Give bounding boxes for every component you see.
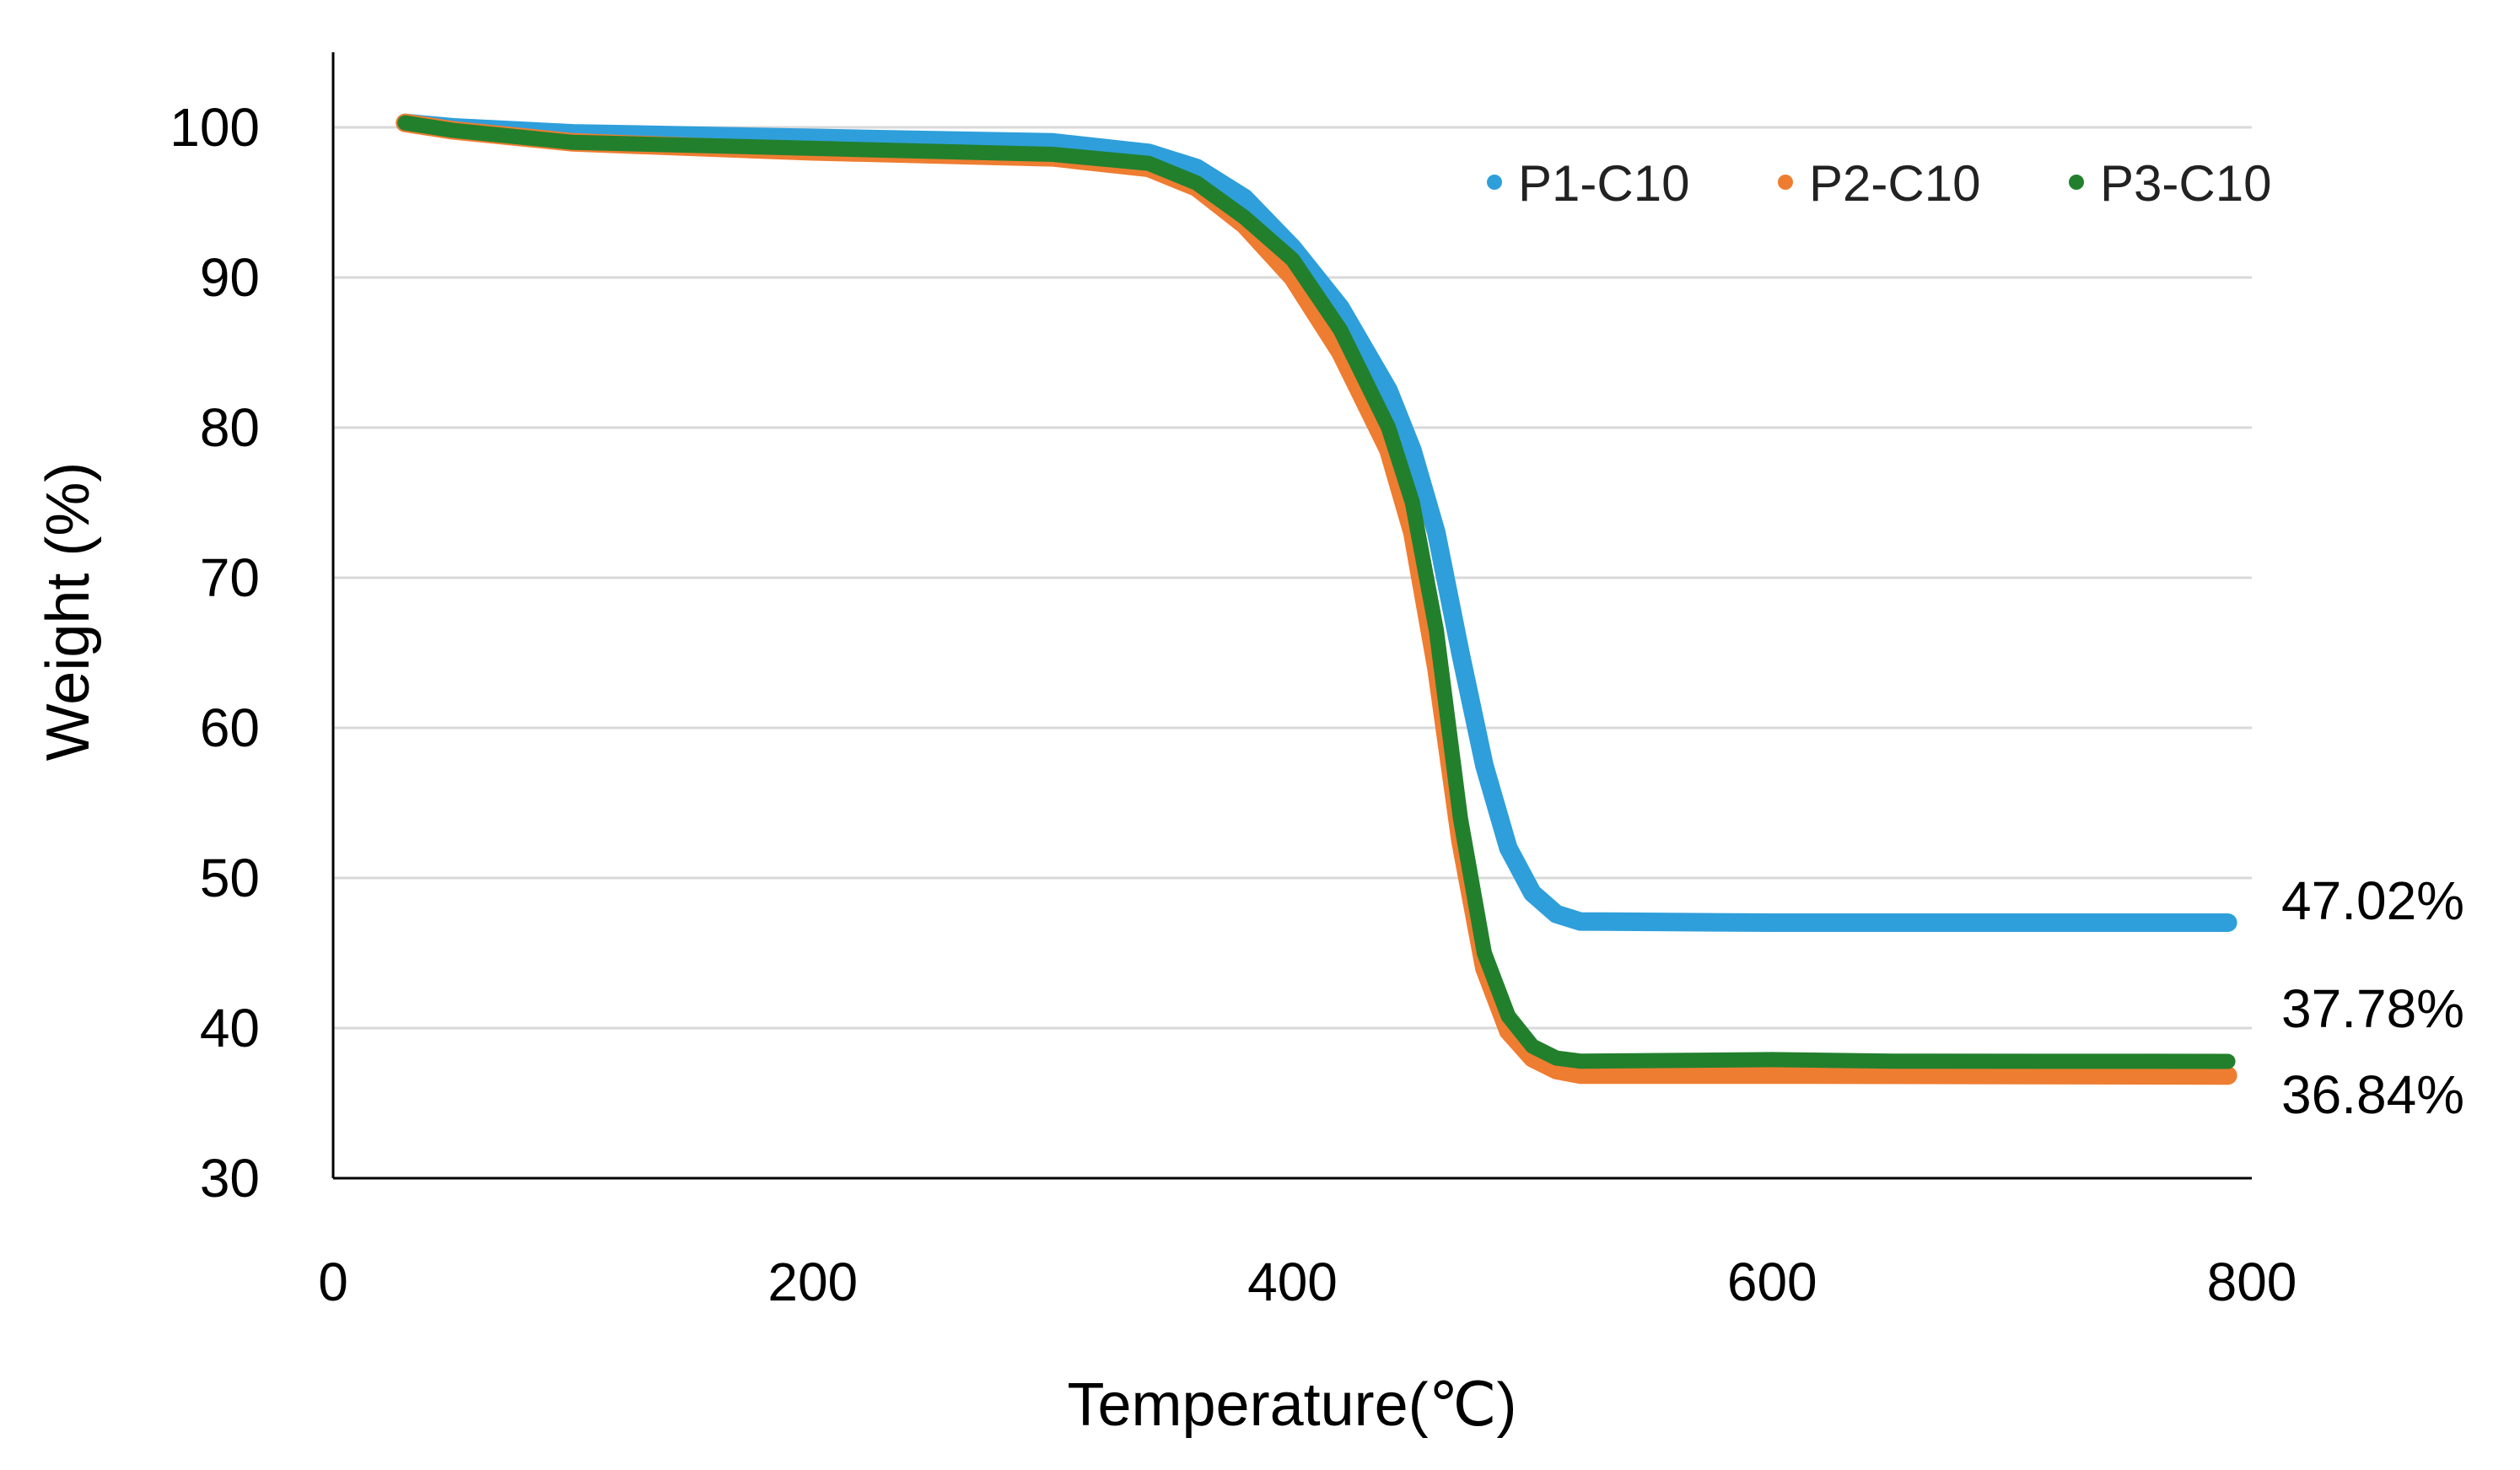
legend-marker-p2-c10 bbox=[1778, 175, 1793, 190]
y-tick-label-50: 50 bbox=[200, 848, 260, 908]
end-label-p2-c10: 36.84% bbox=[2281, 1064, 2464, 1125]
end-label-p1-c10: 47.02% bbox=[2281, 870, 2464, 931]
y-tick-label-90: 90 bbox=[200, 247, 260, 308]
x-tick-label-800: 800 bbox=[2207, 1252, 2297, 1312]
x-tick-label-400: 400 bbox=[1247, 1252, 1338, 1312]
legend-label-p1-c10: P1-C10 bbox=[1518, 155, 1689, 212]
axes bbox=[331, 52, 2252, 1180]
y-tick-label-100: 100 bbox=[170, 97, 260, 158]
legend-marker-p3-c10 bbox=[2069, 175, 2084, 190]
x-tick-label-0: 0 bbox=[318, 1252, 348, 1312]
data-series bbox=[396, 113, 2237, 1085]
end-value-labels: 47.02% 36.84% 37.78% bbox=[2281, 870, 2464, 1125]
y-tick-label-40: 40 bbox=[200, 998, 260, 1058]
series-line-p1-c10 bbox=[396, 113, 2237, 932]
tick-labels: 30 40 50 60 70 80 90 100 0 200 400 600 800 bbox=[170, 97, 2297, 1312]
legend-label-p2-c10: P2-C10 bbox=[1809, 155, 1980, 212]
x-tick-label-200: 200 bbox=[767, 1252, 858, 1312]
y-tick-label-70: 70 bbox=[200, 547, 260, 608]
y-tick-label-80: 80 bbox=[200, 397, 260, 458]
legend: P1-C10 P2-C10 P3-C10 bbox=[1487, 155, 2271, 212]
end-label-p3-c10: 37.78% bbox=[2281, 978, 2464, 1039]
legend-label-p3-c10: P3-C10 bbox=[2100, 155, 2271, 212]
legend-marker-p1-c10 bbox=[1487, 175, 1502, 190]
x-tick-label-600: 600 bbox=[1727, 1252, 1817, 1312]
y-tick-label-60: 60 bbox=[200, 697, 260, 758]
y-tick-label-30: 30 bbox=[200, 1148, 260, 1209]
series-line-p3-c10 bbox=[397, 115, 2236, 1069]
y-axis-title: Weight (%) bbox=[35, 462, 102, 762]
x-axis-title: Temperature(℃) bbox=[1067, 1371, 1516, 1439]
